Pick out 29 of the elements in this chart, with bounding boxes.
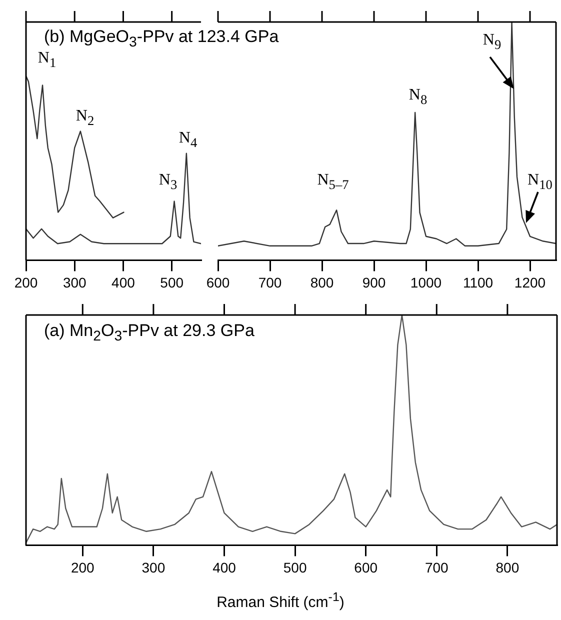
annotation: N$_{10}$ <box>528 172 552 192</box>
x-axis-title: Raman Shift (cm$^{-1}$) <box>216 590 346 611</box>
text: N$_{1}$ <box>38 50 56 70</box>
x-tick-label: 800 <box>496 559 520 576</box>
x-tick-label: 1100 <box>462 274 494 290</box>
x-tick-label: 1000 <box>410 274 442 290</box>
x-tick-label: 200 <box>14 274 38 290</box>
x-tick-label: 600 <box>206 274 230 290</box>
x-tick-label: 400 <box>112 274 136 290</box>
x-tick-label: 500 <box>283 559 307 576</box>
x-tick-label: 300 <box>62 274 87 290</box>
annotation: N$_{5–7}$ <box>317 172 349 192</box>
x-tick-label: 500 <box>160 274 184 290</box>
x-tick-label: 900 <box>362 274 386 290</box>
x-tick-label: 600 <box>354 559 378 576</box>
x-tick-label: 300 <box>142 559 166 576</box>
text: (a) Mn$_{2}$O$_{3}$-PPv at 29.3 GPa <box>44 321 254 344</box>
x-tick-label: 400 <box>212 559 236 576</box>
annotation: N$_{2}$ <box>76 108 94 128</box>
x-tick-label: 700 <box>258 274 282 290</box>
annotation: N$_{8}$ <box>408 86 428 107</box>
chart-title: (b) MgGeO$_{3}$-PPv at 123.4 GPa <box>44 27 279 50</box>
annotation: N$_{4}$ <box>178 130 198 150</box>
annotation: N$_{9}$ <box>482 32 502 52</box>
x-tick-label: 1200 <box>514 274 546 290</box>
annotation: N$_{3}$ <box>158 172 178 192</box>
x-tick-label: 200 <box>70 559 95 576</box>
x-tick-label: 700 <box>424 559 449 576</box>
x-tick-label: 800 <box>310 274 334 290</box>
